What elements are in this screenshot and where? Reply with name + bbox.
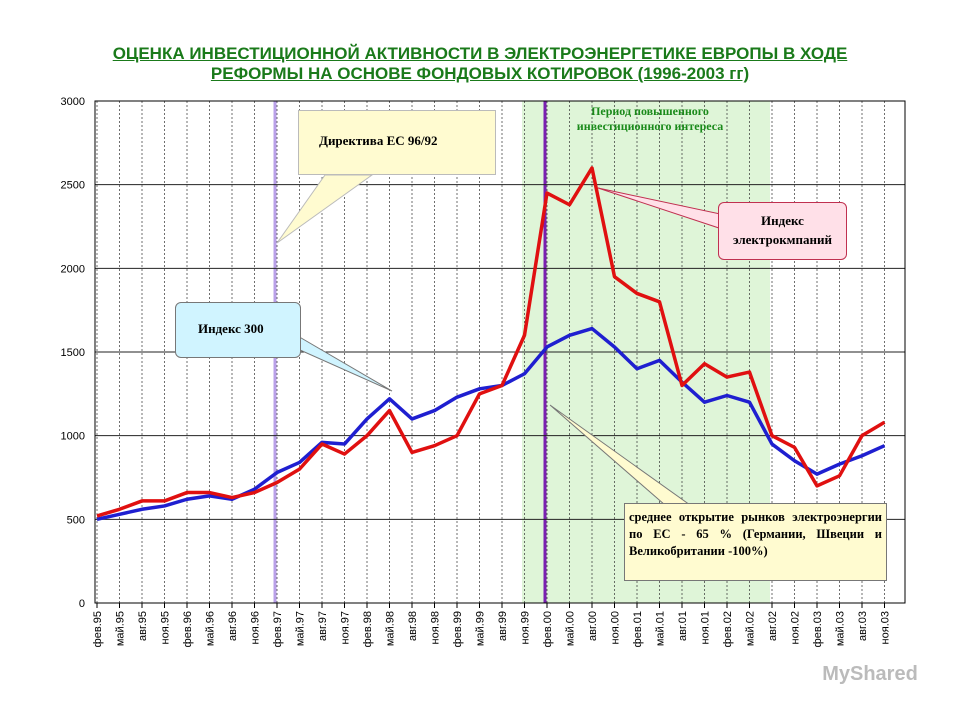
x-tick-label: фев.99	[452, 611, 464, 647]
x-tick-label: май.98	[385, 611, 397, 646]
x-tick-label: ноя.02	[790, 611, 802, 644]
x-tick-label: фев.00	[542, 611, 554, 647]
x-tick-label: фев.95	[92, 611, 104, 647]
series-callout: Индекс электрокмпаний	[718, 202, 847, 260]
x-tick-label: ноя.95	[160, 611, 172, 644]
callout-pointer	[295, 333, 393, 392]
title-line: РЕФОРМЫ НА ОСНОВЕ ФОНДОВЫХ КОТИРОВОК (19…	[210, 64, 750, 83]
x-tick-label: авг.98	[407, 611, 419, 641]
x-tick-label: авг.02	[767, 611, 779, 641]
callout-pointer	[276, 174, 374, 244]
directive-callout: Директива ЕС 96/92	[298, 110, 496, 175]
x-tick-label: ноя.00	[610, 611, 622, 644]
x-tick-label: фев.97	[272, 611, 284, 647]
series-line	[96, 326, 886, 522]
chart-title: ОЦЕНКА ИНВЕСТИЦИОННОЙ АКТИВНОСТИ В ЭЛЕКТ…	[0, 44, 960, 84]
x-tick-label: авг.97	[317, 611, 329, 641]
x-tick-label: авг.95	[137, 611, 149, 641]
plot-frame	[94, 100, 906, 604]
x-tick-label: фев.96	[182, 611, 194, 647]
x-tick-label: ноя.99	[520, 611, 532, 644]
x-tick-label: май.02	[745, 611, 757, 646]
x-tick-label: авг.96	[227, 611, 239, 641]
x-tick-label: ноя.96	[250, 611, 262, 644]
x-tick-label: ноя.01	[700, 611, 712, 644]
series-line	[96, 166, 886, 518]
x-tick-label: фев.02	[722, 611, 734, 647]
y-tick-label: 1000	[61, 431, 85, 443]
x-tick-label: май.97	[295, 611, 307, 646]
x-tick-label: май.01	[655, 611, 667, 646]
y-tick-label: 0	[79, 598, 85, 610]
y-tick-label: 3000	[61, 96, 85, 108]
x-tick-label: ноя.97	[340, 611, 352, 644]
x-tick-label: авг.99	[497, 611, 509, 641]
watermark: MyShared	[822, 663, 918, 685]
x-tick-label: май.96	[205, 611, 217, 646]
x-tick-label: май.95	[115, 611, 127, 646]
market-callout: среднее открытие рынков электроэнергии п…	[624, 503, 887, 581]
y-tick-label: 500	[67, 514, 85, 526]
y-tick-label: 1500	[61, 347, 85, 359]
period-label: Период повышенного инвестиционного интер…	[576, 104, 724, 133]
y-tick-label: 2000	[61, 263, 85, 275]
x-tick-label: фев.01	[632, 611, 644, 647]
series-callout: Индекс 300	[175, 302, 301, 358]
y-tick-label: 2500	[61, 180, 85, 192]
x-tick-label: май.00	[565, 611, 577, 646]
x-tick-label: авг.00	[587, 611, 599, 641]
x-tick-label: авг.01	[677, 611, 689, 641]
x-tick-label: фев.98	[362, 611, 374, 647]
x-tick-label: май.03	[835, 611, 847, 646]
x-tick-label: ноя.98	[430, 611, 442, 644]
x-tick-label: ноя.03	[880, 611, 892, 644]
x-tick-label: фев.03	[812, 611, 824, 647]
title-line: ОЦЕНКА ИНВЕСТИЦИОННОЙ АКТИВНОСТИ В ЭЛЕКТ…	[112, 44, 848, 63]
x-tick-label: май.99	[475, 611, 487, 646]
x-tick-label: авг.03	[857, 611, 869, 641]
